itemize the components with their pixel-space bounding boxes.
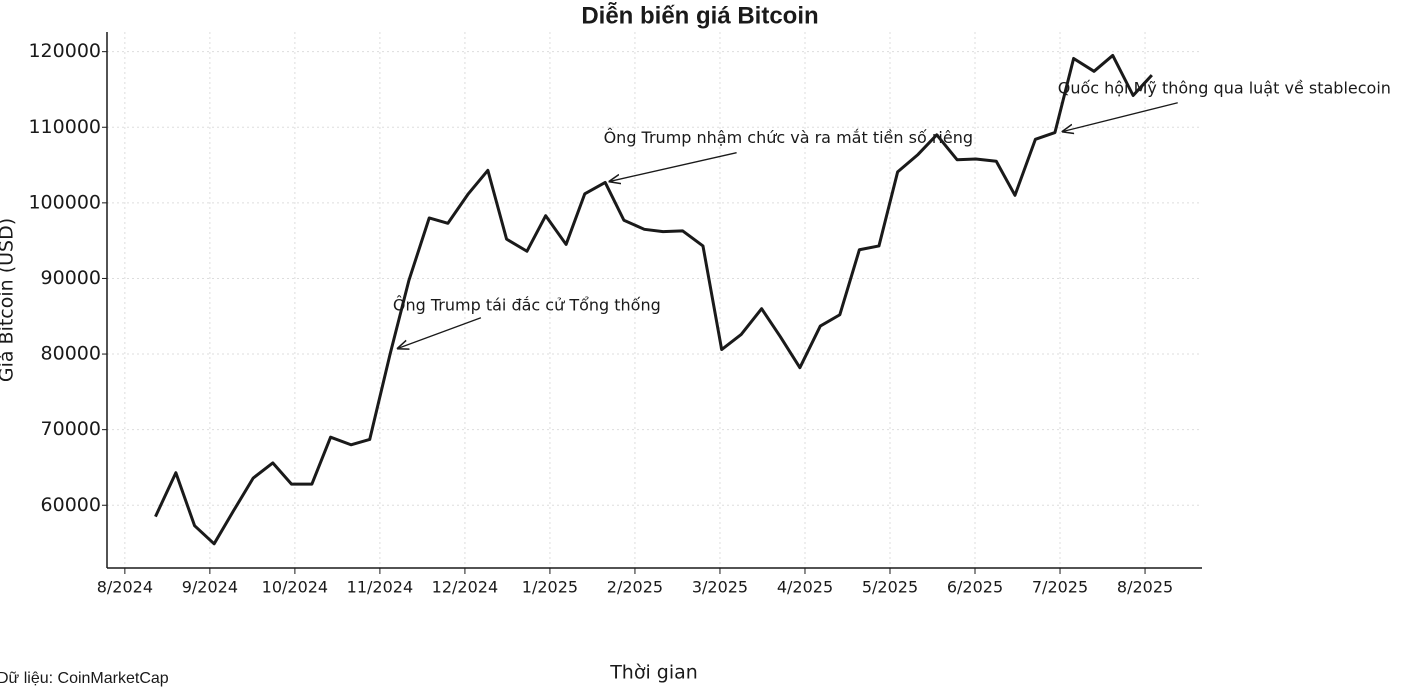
- annotation-arrow: [1062, 102, 1178, 132]
- annotation-text: Quốc hội Mỹ thông qua luật về stablecoin: [1058, 78, 1391, 97]
- y-tick-label: 80000: [41, 343, 101, 365]
- x-tick-label: 9/2024: [182, 578, 238, 597]
- x-tick-label: 2/2025: [607, 578, 663, 597]
- x-tick-label: 12/2024: [432, 578, 498, 597]
- x-tick-label: 8/2025: [1117, 578, 1173, 597]
- price-line: [154, 53, 1153, 546]
- y-tick-label: 70000: [41, 418, 101, 440]
- x-tick-label: 7/2025: [1032, 578, 1088, 597]
- chart-title: Diễn biến giá Bitcoin: [581, 1, 818, 29]
- y-tick-label: 110000: [28, 116, 101, 138]
- x-tick-label: 11/2024: [347, 578, 413, 597]
- x-tick-label: 5/2025: [862, 578, 918, 597]
- x-tick-label: 3/2025: [692, 578, 748, 597]
- annotation-text: Ông Trump tái đắc cử Tổng thống: [393, 295, 661, 314]
- y-tick-label: 100000: [28, 191, 101, 213]
- y-tick-label: 90000: [41, 267, 101, 289]
- source-note: Dữ liệu: CoinMarketCap: [0, 670, 169, 687]
- x-tick-label: 6/2025: [947, 578, 1003, 597]
- x-axis-label: Thời gian: [609, 662, 698, 684]
- x-tick-label: 1/2025: [522, 578, 578, 597]
- x-tick-label: 4/2025: [777, 578, 833, 597]
- y-tick-label: 60000: [41, 494, 101, 516]
- annotation-text: Ông Trump nhậm chức và ra mắt tiền số ri…: [604, 128, 973, 147]
- x-tick-label: 8/2024: [97, 578, 153, 597]
- y-axis-label: Giá Bitcoin (USD): [0, 218, 18, 382]
- y-tick-label: 120000: [28, 40, 101, 62]
- x-tick-label: 10/2024: [262, 578, 328, 597]
- annotation-arrow: [609, 152, 737, 182]
- annotation-arrow: [397, 317, 482, 349]
